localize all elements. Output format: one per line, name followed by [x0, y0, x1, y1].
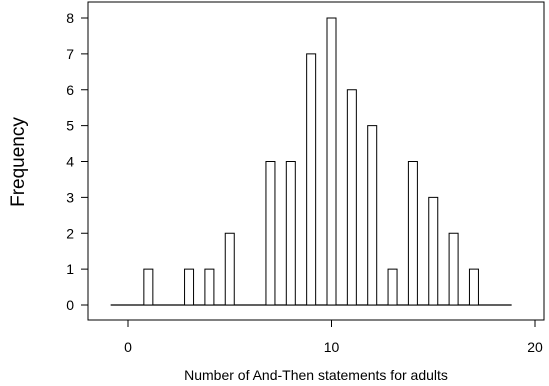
bar-x-13 [387, 268, 398, 306]
bar-x-7 [265, 161, 276, 306]
bar-x-5 [224, 232, 235, 306]
x-tick-label: 10 [324, 339, 340, 355]
y-tick-label: 0 [66, 297, 74, 313]
y-tick-label: 7 [66, 46, 74, 62]
x-axis: 0 10 20 [124, 320, 543, 355]
y-tick-label: 5 [66, 118, 74, 134]
y-axis-title: Frequency [8, 117, 29, 207]
bar-x-9 [306, 53, 317, 306]
y-tick-label: 3 [66, 189, 74, 205]
x-tick-label: 20 [527, 339, 543, 355]
bar-x-15 [428, 196, 439, 306]
bar-x-17 [468, 268, 479, 306]
y-tick-label: 6 [66, 82, 74, 98]
bar-x-1 [143, 268, 154, 306]
bar-x-16 [448, 232, 459, 306]
bar-x-4 [204, 268, 215, 306]
bar-x-12 [367, 125, 378, 306]
x-tick-label: 0 [124, 339, 132, 355]
y-axis: 0 1 2 3 4 5 6 7 8 [66, 10, 88, 313]
bar-x-10 [326, 17, 337, 306]
bar-x-11 [346, 89, 357, 306]
y-tick-label: 8 [66, 10, 74, 26]
bar-x-3 [184, 268, 195, 306]
bar-x-14 [407, 161, 418, 306]
y-tick-label: 4 [66, 154, 74, 170]
y-tick-label: 2 [66, 225, 74, 241]
x-axis-title: Number of And-Then statements for adults [184, 367, 448, 383]
bar-x-8 [285, 161, 296, 306]
y-tick-label: 1 [66, 261, 74, 277]
bars-group [110, 17, 512, 306]
